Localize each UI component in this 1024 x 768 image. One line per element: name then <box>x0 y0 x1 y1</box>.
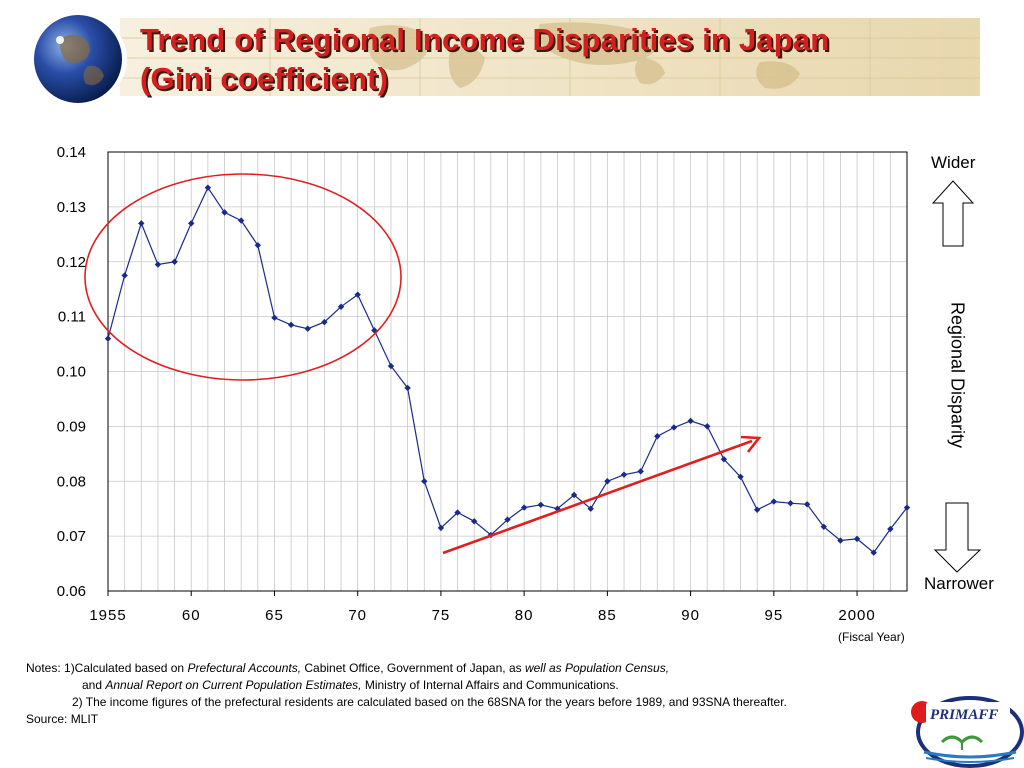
data-point-marker <box>121 272 128 279</box>
data-point-marker <box>620 471 628 478</box>
title-banner <box>120 18 980 96</box>
wider-label: Wider <box>931 153 976 172</box>
data-point-marker <box>454 509 461 516</box>
data-point-marker <box>604 478 611 485</box>
highlight-ellipse <box>84 173 402 381</box>
data-point-marker <box>853 535 861 543</box>
data-point-marker <box>171 258 178 265</box>
data-point-marker <box>537 501 544 509</box>
data-point-marker <box>237 217 245 224</box>
data-point-marker <box>837 537 844 544</box>
data-point-marker <box>138 220 145 227</box>
trend-arrow <box>442 435 762 555</box>
note-text: Ministry of Internal Affairs and Communi… <box>361 678 619 692</box>
x-tick-label: 70 <box>348 607 367 624</box>
title-line-2: (Gini coefficient) <box>140 61 389 96</box>
data-point-marker <box>670 424 678 431</box>
x-tick-label: 60 <box>182 607 201 624</box>
note-source-italic: well as Population Census, <box>524 661 670 675</box>
data-point-marker <box>587 505 594 512</box>
note-line-2: and Annual Report on Current Population … <box>26 677 787 694</box>
data-point-marker <box>304 325 311 332</box>
note-line-3: 2) The income figures of the prefectural… <box>72 695 787 709</box>
gini-series <box>104 184 911 556</box>
y-tick-label: 0.13 <box>57 199 86 216</box>
y-tick-label: 0.14 <box>57 144 86 161</box>
y-tick-label: 0.10 <box>57 364 86 381</box>
y-tick-label: 0.08 <box>57 473 86 490</box>
data-point-marker <box>471 518 478 525</box>
data-point-marker <box>437 524 445 532</box>
y-tick-label: 0.07 <box>57 528 86 545</box>
data-point-marker <box>321 318 328 326</box>
data-point-marker <box>654 433 661 440</box>
note-text: and <box>82 678 106 692</box>
data-point-marker <box>787 500 794 507</box>
data-point-marker <box>870 549 877 556</box>
data-point-marker <box>254 242 262 249</box>
up-arrow-icon <box>932 180 974 247</box>
x-axis-tick-labels: 1955 60 65 70 75 80 85 90 95 2000 <box>89 591 875 624</box>
data-point-marker <box>520 504 528 511</box>
data-point-marker <box>720 456 728 463</box>
x-tick-label: 65 <box>265 607 284 624</box>
y-axis-tick-labels: 0.14 0.13 0.12 0.11 0.10 0.09 0.08 0.07 0.06 <box>57 144 86 600</box>
x-tick-label: 75 <box>432 607 451 624</box>
data-point-marker <box>687 417 694 425</box>
notes-block: Notes: 1)Calculated based on Prefectural… <box>26 660 787 728</box>
data-point-marker <box>337 303 345 310</box>
data-point-marker <box>570 491 578 499</box>
data-point-marker <box>770 498 778 505</box>
note-source-italic: Annual Report on Current Population Esti… <box>105 678 362 692</box>
logo-text: PRIMAFF <box>930 707 998 723</box>
y-tick-label: 0.12 <box>57 254 86 271</box>
x-tick-label: 80 <box>515 607 534 624</box>
data-point-marker <box>287 321 295 329</box>
data-point-marker <box>154 261 162 268</box>
data-point-marker <box>354 291 361 298</box>
note-line-1: Notes: 1)Calculated based on Prefectural… <box>26 660 787 677</box>
data-point-marker <box>704 423 711 430</box>
note-text: Notes: 1)Calculated based on <box>26 661 188 675</box>
world-map-watermark <box>120 18 980 96</box>
data-point-marker <box>104 335 112 342</box>
y-tick-label: 0.11 <box>58 309 86 326</box>
page-title: Trend of Regional Income Disparities in … <box>140 20 829 98</box>
data-point-marker <box>737 473 744 481</box>
primaff-logo-icon: PRIMAFF <box>911 696 1024 768</box>
data-point-marker <box>271 314 278 321</box>
regional-disparity-label: Regional Disparity <box>947 301 968 449</box>
data-point-marker <box>387 362 395 370</box>
plot-frame <box>107 151 908 592</box>
x-tick-label: 2000 <box>838 607 875 624</box>
horizontal-gridlines <box>108 206 907 537</box>
y-tick-label: 0.06 <box>57 583 86 600</box>
x-tick-label: 95 <box>764 607 783 624</box>
data-point-marker <box>887 525 894 533</box>
x-tick-label: 1955 <box>89 607 126 624</box>
x-axis-unit-label: (Fiscal Year) <box>838 630 905 644</box>
data-point-marker <box>204 184 212 191</box>
data-point-marker <box>504 516 511 523</box>
note-text: Cabinet Office, Government of Japan, as <box>301 661 525 675</box>
narrower-label: Narrower <box>924 574 994 593</box>
source-line: Source: MLIT <box>26 712 99 726</box>
x-tick-label: 85 <box>598 607 617 624</box>
data-point-marker <box>803 501 811 508</box>
gini-line-chart: 0.14 0.13 0.12 0.11 0.10 0.09 0.08 0.07 0.06 195… <box>57 144 911 624</box>
note-source-italic: Prefectural Accounts, <box>187 661 302 675</box>
y-tick-label: 0.09 <box>57 418 86 435</box>
data-point-marker <box>188 220 195 227</box>
data-point-marker <box>421 478 428 485</box>
x-tick-label: 90 <box>681 607 700 624</box>
data-point-marker <box>637 468 644 475</box>
data-point-marker <box>221 209 228 216</box>
data-point-marker <box>753 506 761 513</box>
globe-icon <box>22 8 132 105</box>
down-arrow-icon <box>933 502 982 573</box>
data-point-marker <box>404 384 411 392</box>
title-line-1: Trend of Regional Income Disparities in … <box>140 22 830 57</box>
data-point-marker <box>820 523 827 530</box>
data-point-marker <box>903 504 911 511</box>
